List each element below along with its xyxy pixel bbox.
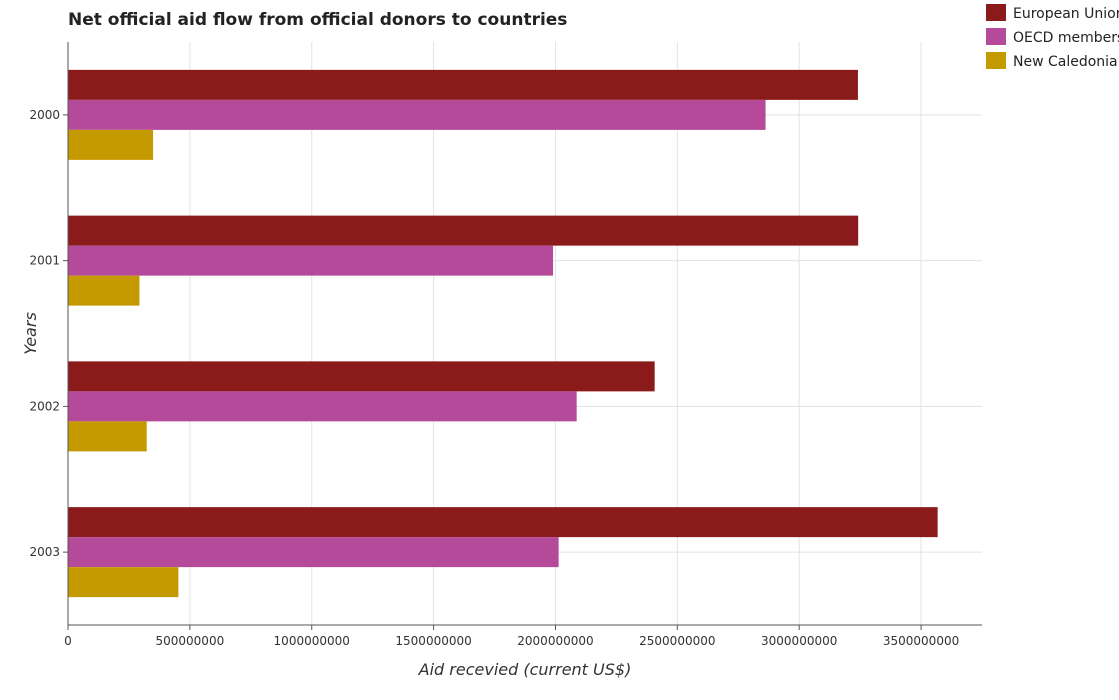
bar-oecd-members-2000 xyxy=(68,99,766,130)
bar-new-caledonia-2000 xyxy=(68,129,154,160)
bar-new-caledonia-2002 xyxy=(68,421,147,452)
y-tick-label: 2001 xyxy=(29,254,60,268)
x-tick-label: 2500000000 xyxy=(639,634,715,648)
x-tick-label: 500000000 xyxy=(156,634,225,648)
x-tick-label: 0 xyxy=(64,634,72,648)
legend-swatch xyxy=(986,52,1006,69)
bar-oecd-members-2001 xyxy=(68,245,554,276)
x-axis-label: Aid recevied (current US$) xyxy=(418,660,632,679)
x-tick-label: 3500000000 xyxy=(883,634,959,648)
legend-label: European Union xyxy=(1013,6,1119,22)
bar-oecd-members-2003 xyxy=(68,537,559,568)
bar-european-union-2000 xyxy=(68,69,858,100)
legend: European Union OECD members New Caledonia xyxy=(986,4,1119,70)
bar-european-union-2001 xyxy=(68,215,859,246)
legend-label: New Caledonia xyxy=(1013,54,1118,70)
x-tick-label: 2000000000 xyxy=(517,634,593,648)
bar-european-union-2002 xyxy=(68,361,655,392)
y-tick-label: 2000 xyxy=(29,108,60,122)
x-tick-label: 3000000000 xyxy=(761,634,837,648)
bar-new-caledonia-2001 xyxy=(68,275,140,306)
x-tick-label: 1000000000 xyxy=(274,634,350,648)
y-axis-label: Years xyxy=(21,312,40,355)
axes: 0 500000000 1000000000 1500000000 2000000000… xyxy=(29,42,982,648)
bar-european-union-2003 xyxy=(68,507,938,538)
bar-oecd-members-2002 xyxy=(68,391,577,422)
y-tick-label: 2003 xyxy=(29,545,60,559)
bars xyxy=(68,69,938,598)
bar-new-caledonia-2003 xyxy=(68,567,179,598)
chart-title: Net official aid flow from official dono… xyxy=(68,10,567,30)
y-tick-label: 2002 xyxy=(29,399,60,413)
x-tick-label: 1500000000 xyxy=(395,634,471,648)
legend-swatch xyxy=(986,28,1006,45)
legend-swatch xyxy=(986,4,1006,21)
legend-label: OECD members xyxy=(1013,30,1119,46)
